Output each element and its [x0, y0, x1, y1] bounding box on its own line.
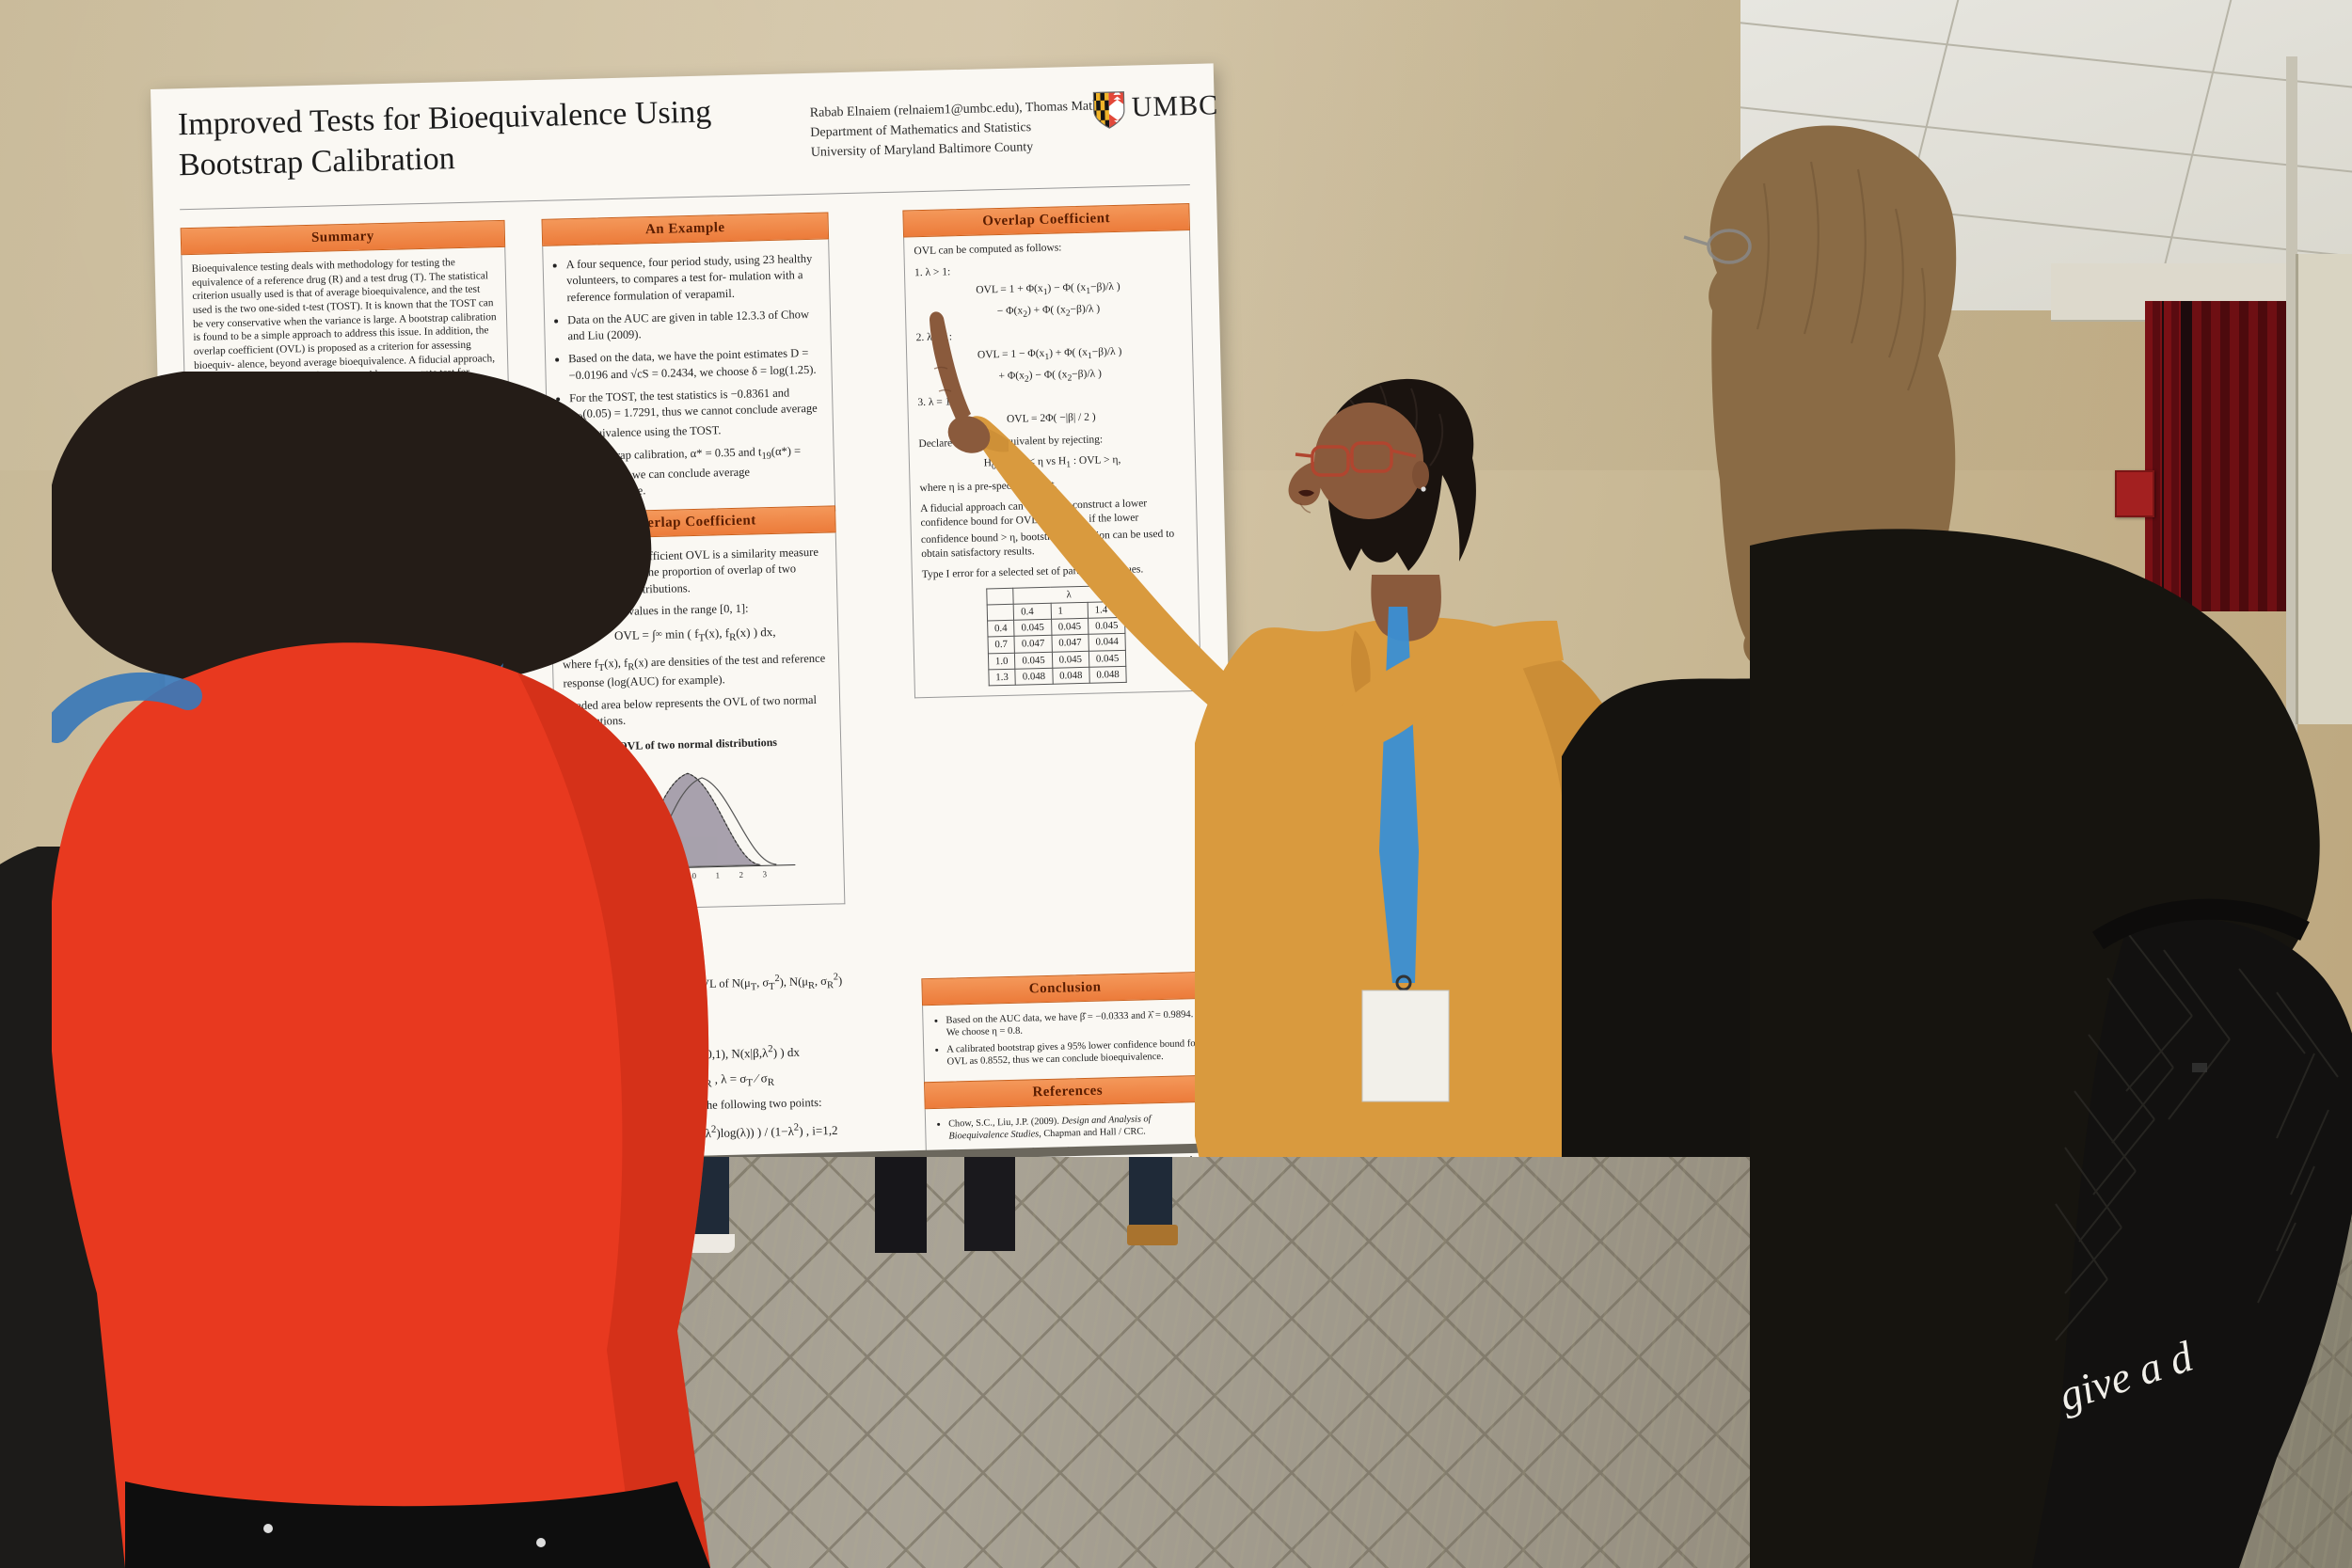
svg-text:2: 2	[739, 870, 743, 879]
svg-text:3: 3	[762, 869, 767, 879]
